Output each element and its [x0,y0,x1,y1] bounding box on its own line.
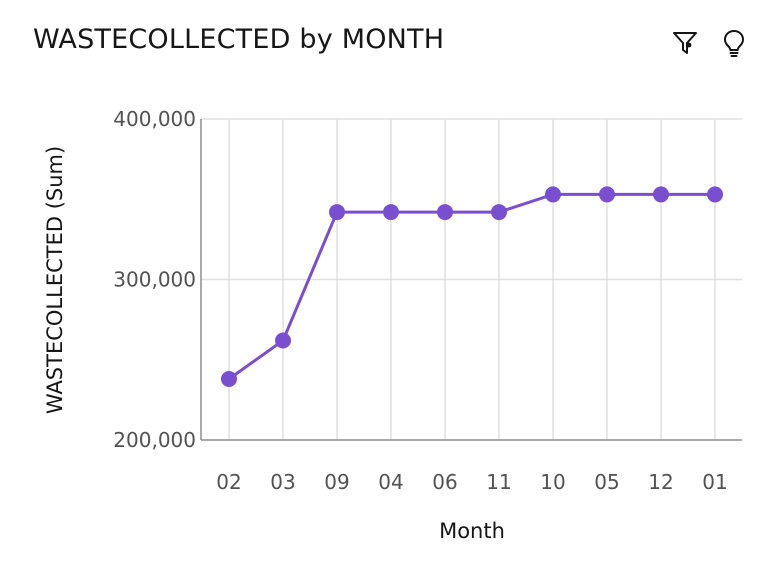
y-tick-labels: 200,000 300,000 400,000 [113,107,196,452]
data-point[interactable] [653,186,669,203]
y-tick-label: 200,000 [113,428,196,452]
chart-title: WASTECOLLECTED by MONTH [33,24,445,55]
filter-icon[interactable] [670,28,700,58]
x-tick-label: 10 [540,470,565,494]
x-tick-label: 06 [432,470,457,494]
y-tick-label: 400,000 [113,107,196,131]
x-tick-label: 05 [594,470,619,494]
x-tick-label: 02 [216,470,241,494]
x-tick-labels: 02 03 09 04 06 11 10 05 12 01 [216,470,727,494]
x-tick-label: 03 [270,470,295,494]
data-point[interactable] [707,186,723,203]
series-line [228,192,715,381]
series [221,186,723,388]
y-tick-label: 300,000 [113,268,196,292]
x-axis-title: Month [439,519,505,543]
data-point[interactable] [491,204,507,221]
data-point[interactable] [221,371,237,388]
data-point[interactable] [275,332,291,349]
data-point[interactable] [383,204,399,221]
data-point[interactable] [329,204,345,221]
x-tick-label: 04 [378,470,403,494]
x-tick-label: 01 [702,470,727,494]
data-point[interactable] [599,186,615,203]
axes [200,119,742,441]
x-tick-label: 12 [648,470,673,494]
x-tick-label: 09 [324,470,349,494]
lightbulb-icon[interactable] [719,28,749,58]
y-axis-title: WASTECOLLECTED (Sum) [43,146,67,414]
data-point[interactable] [545,186,561,203]
grid-lines [201,118,742,440]
x-tick-label: 11 [486,470,511,494]
data-point[interactable] [437,204,453,221]
